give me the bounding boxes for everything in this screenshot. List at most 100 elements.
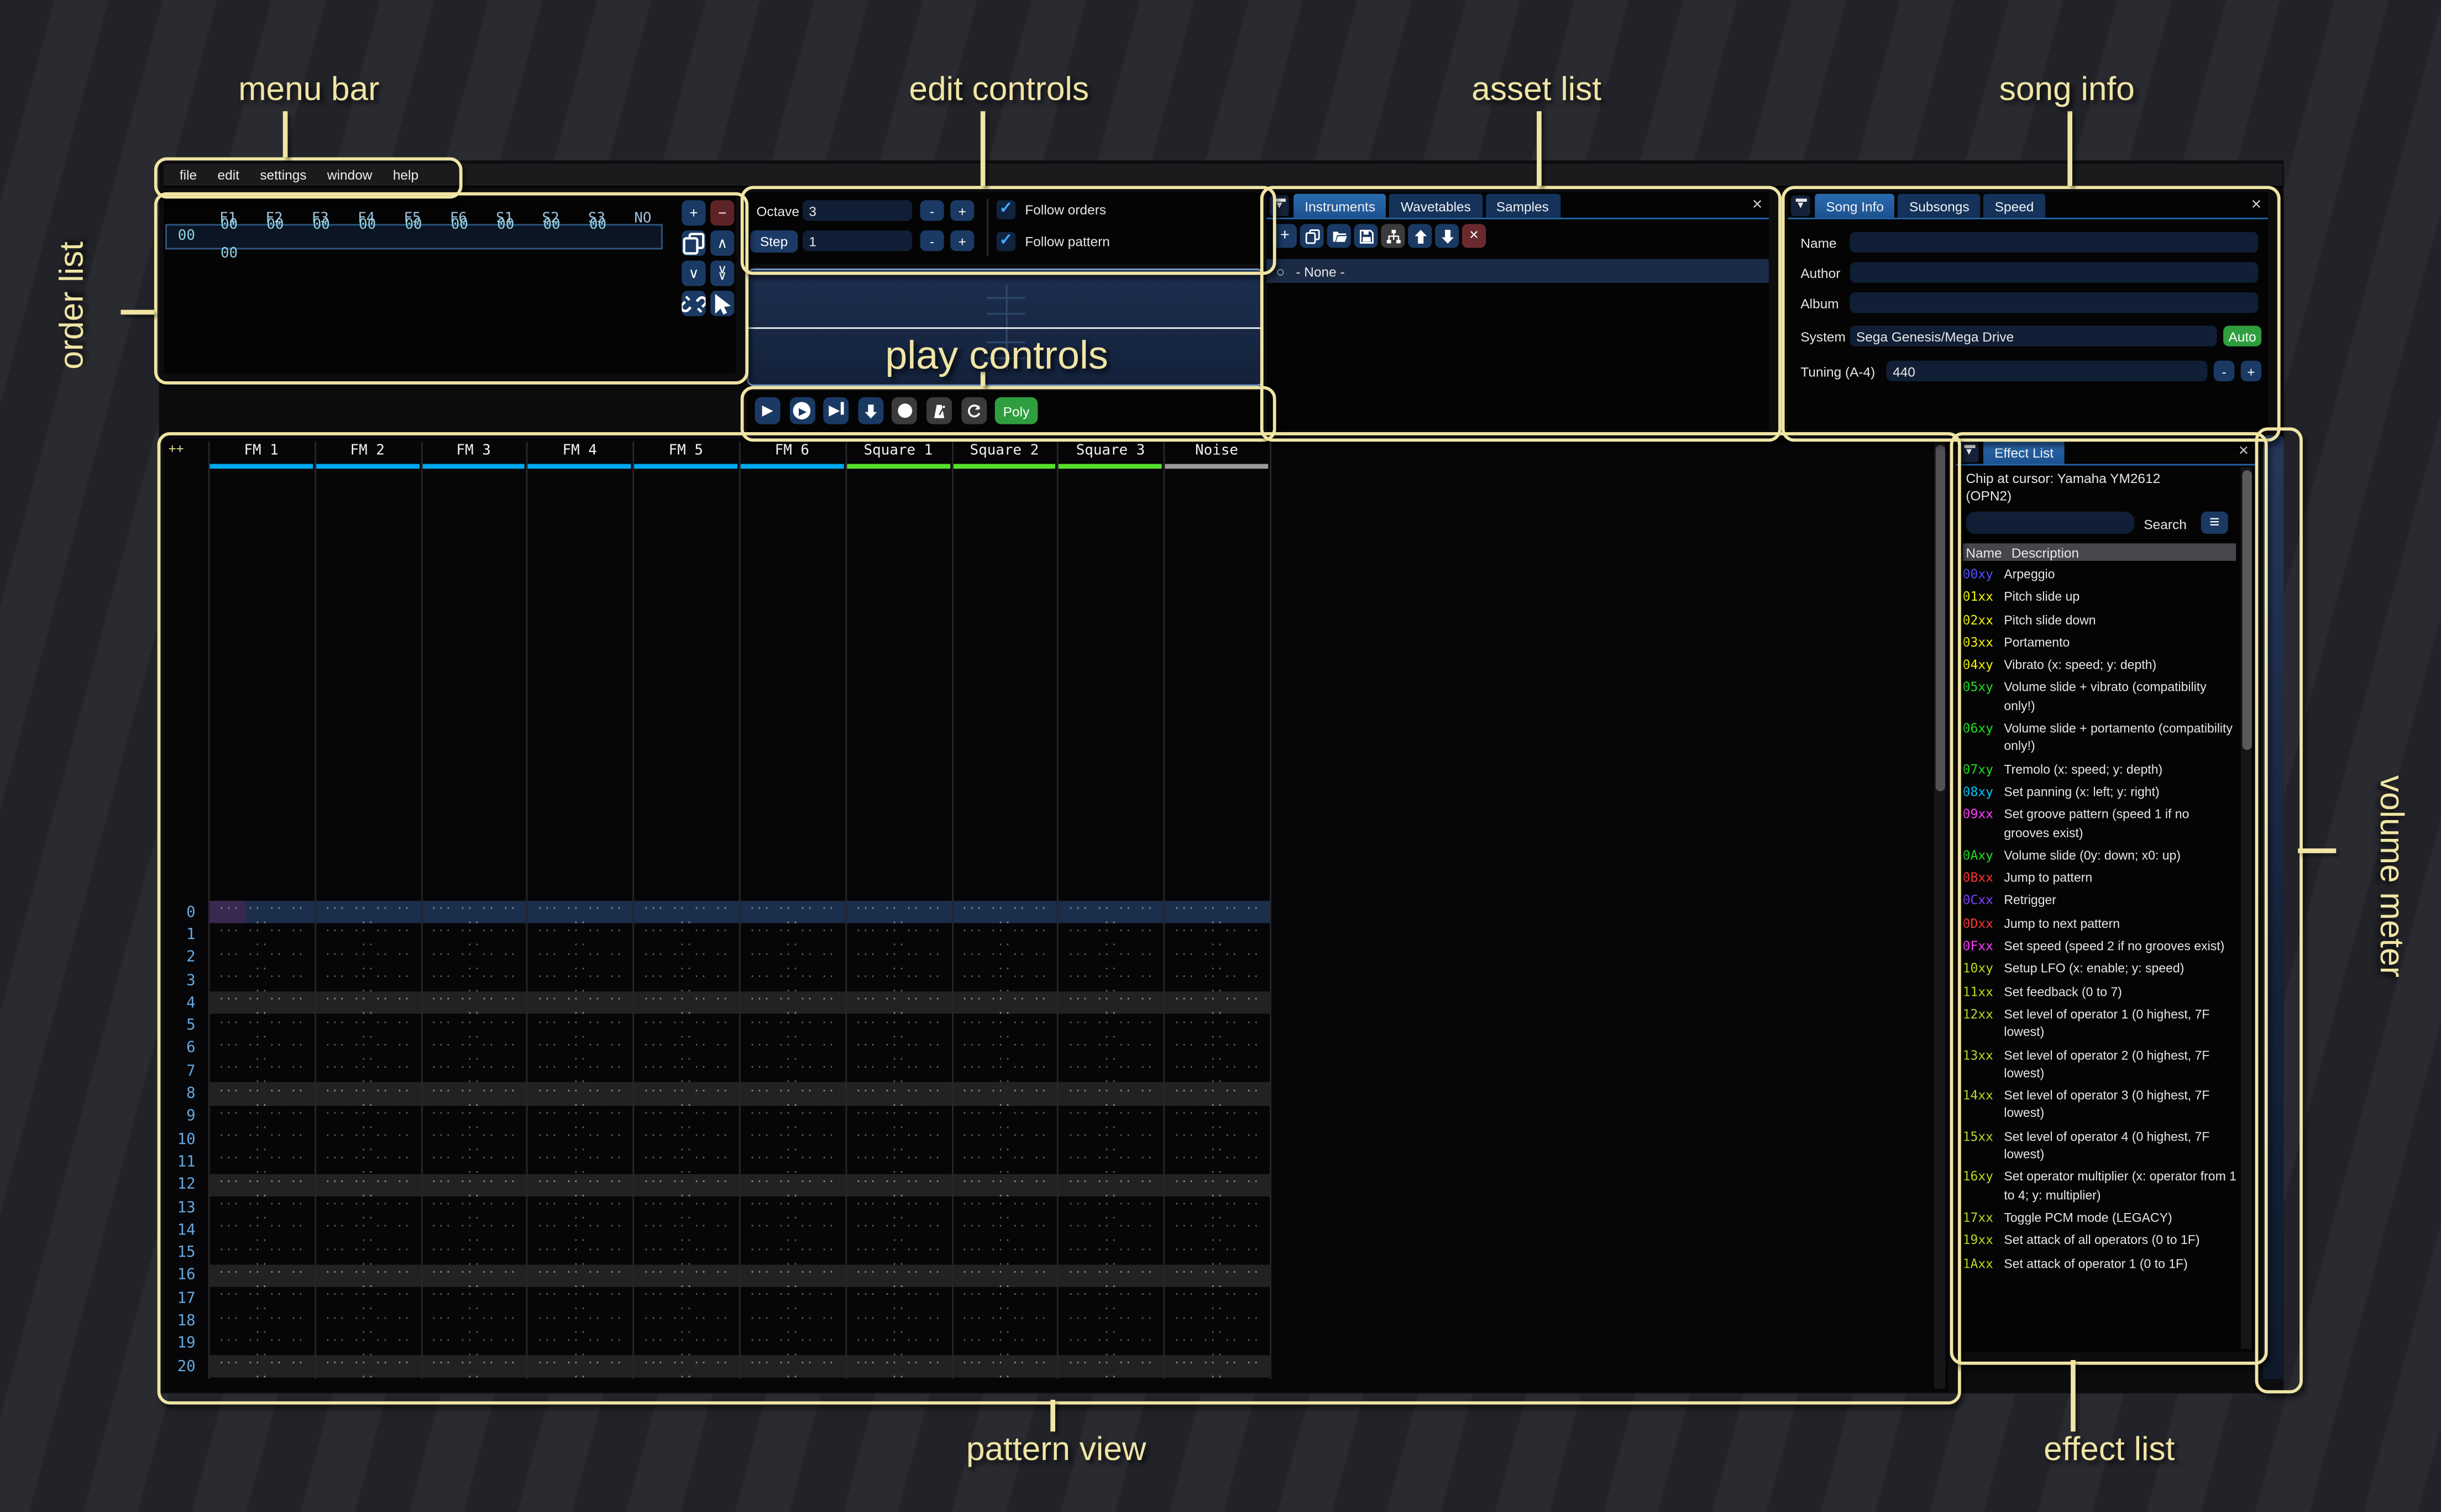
close-icon[interactable]: × [2251,195,2262,215]
effect-row[interactable]: 11xx Set feedback (0 to 7) [1963,983,2238,1001]
pattern-cell[interactable]: ... .. .. .. .. [961,1261,1048,1290]
pattern-cell[interactable]: ... .. .. .. .. [218,1284,305,1313]
play-button[interactable]: ▶ [755,397,781,424]
effect-row[interactable]: 00xy Arpeggio [1963,566,2238,584]
pattern-cell[interactable]: ... .. .. .. .. [324,1284,411,1313]
order-cell[interactable]: 00 [543,217,561,234]
pattern-cell[interactable]: ... .. .. .. .. [748,989,835,1017]
pattern-cell[interactable]: ... .. .. .. .. [961,966,1048,995]
effect-row[interactable]: 13xx Set level of operator 2 (0 highest, … [1963,1046,2238,1082]
pattern-cell[interactable]: ... .. .. .. .. [218,1261,305,1290]
tab-subsongs[interactable]: Subsongs [1898,193,1981,218]
pattern-row[interactable]: 15 ... .. .. .. .. ... .. .. .. .. ... .. .… [164,1239,1927,1268]
pattern-cell[interactable]: ... .. .. .. .. [1067,1261,1154,1290]
pattern-cell[interactable]: ... .. .. .. .. [1067,1216,1154,1245]
tab-wavetables[interactable]: Wavetables [1389,193,1482,218]
poly-toggle-button[interactable]: Poly [994,397,1038,424]
edit-record-button[interactable] [892,397,918,424]
pattern-cell[interactable]: ... .. .. .. .. [536,1057,623,1086]
order-cell[interactable]: 00 [497,217,515,234]
pattern-cell[interactable]: ... .. .. .. .. [536,1034,623,1063]
pattern-cell[interactable]: ... .. .. .. .. [642,1011,729,1041]
pattern-cell[interactable]: ... .. .. .. .. [430,943,517,972]
pattern-cell[interactable]: ... .. .. .. .. [1067,1238,1154,1268]
pattern-view-window[interactable]: ++ FM 1 FM 2 FM 3 FM 4 FM 5 FM 6 Square 1 Squar… [164,438,1948,1392]
pattern-cell[interactable]: ... .. .. .. .. [324,1193,411,1222]
effect-search-input[interactable] [1966,511,2135,534]
channel-header-fm-2[interactable]: FM 2 [350,443,385,459]
pattern-cell[interactable]: ... .. .. .. .. [536,1261,623,1290]
close-icon[interactable]: × [2238,442,2249,461]
pattern-cell[interactable]: ... .. .. .. .. [748,1102,835,1131]
pattern-cell[interactable]: ... .. .. .. .. [1173,1079,1260,1109]
effect-row[interactable]: 17xx Toggle PCM mode (LEGACY) [1963,1209,2238,1227]
follow-orders-checkbox[interactable]: ✓ [996,200,1016,219]
close-icon[interactable]: × [1752,195,1763,215]
pattern-cell[interactable]: ... .. .. .. .. [1173,1238,1260,1268]
pattern-cell[interactable]: ... .. .. .. .. [855,1102,941,1131]
metronome-button[interactable] [926,397,952,424]
pattern-cell[interactable]: ... .. .. .. .. [324,1011,411,1041]
pattern-cell[interactable]: ... .. .. .. .. [324,989,411,1017]
pattern-cell[interactable]: ... .. .. .. .. [430,1034,517,1063]
pattern-cell[interactable]: ... .. .. .. .. [1067,989,1154,1017]
channel-header-square-2[interactable]: Square 2 [970,443,1039,459]
pattern-cell[interactable]: ... .. .. .. .. [1067,920,1154,949]
move-order-down-button[interactable]: ∨ [682,260,706,286]
pattern-cell[interactable]: ... .. .. .. .. [855,1284,941,1313]
pattern-cell[interactable]: ... .. .. .. .. [855,1238,941,1268]
pattern-cell[interactable]: ... .. .. .. .. [1173,966,1260,995]
pattern-cell[interactable]: ... .. .. .. .. [748,1125,835,1154]
pattern-cell[interactable]: ... .. .. .. .. [1067,1352,1154,1381]
order-cell[interactable]: 00 [451,217,469,234]
pattern-cell[interactable]: ... .. .. .. .. [324,1216,411,1245]
pattern-cell[interactable]: ... .. .. .. .. [218,1057,305,1086]
effect-list-scrollbar[interactable] [2240,467,2252,1349]
tuning-minus-button[interactable]: - [2213,360,2235,381]
menu-item-settings[interactable]: settings [260,166,307,183]
pattern-cell[interactable]: ... .. .. .. .. [855,1193,941,1222]
pattern-cell[interactable]: ... .. .. .. .. [748,1261,835,1290]
channel-header-square-3[interactable]: Square 3 [1076,443,1145,459]
pattern-cell[interactable]: ... .. .. .. .. [430,1284,517,1313]
effect-row[interactable]: 14xx Set level of operator 3 (0 highest, … [1963,1087,2238,1123]
pattern-cell[interactable]: ... .. .. .. .. [430,966,517,995]
pattern-cell[interactable]: ... .. .. .. .. [1067,1102,1154,1131]
pattern-cell[interactable]: ... .. .. .. .. [536,1238,623,1268]
pattern-cell[interactable]: ... .. .. .. .. [855,1329,941,1358]
order-cell[interactable]: 00 [220,246,238,262]
pattern-cell[interactable]: ... .. .. .. .. [1173,897,1260,927]
pattern-cell[interactable]: ... .. .. .. .. [855,1216,941,1245]
pattern-row[interactable]: 5 ... .. .. .. .. ... .. .. .. .. ... .. ..… [164,1011,1927,1040]
tab-instruments[interactable]: Instruments [1293,193,1387,218]
pattern-cell[interactable]: ... .. .. .. .. [642,1261,729,1290]
pattern-cell[interactable]: ... .. .. .. .. [430,1079,517,1109]
window-menu-icon[interactable]: ▼ [1270,195,1289,216]
pattern-row[interactable]: 10 ... .. .. .. .. ... .. .. .. .. ... .. .… [164,1125,1927,1154]
pattern-row[interactable]: 14 ... .. .. .. .. ... .. .. .. .. ... .. .… [164,1216,1927,1245]
effect-row[interactable]: 0Dxx Jump to next pattern [1963,915,2238,932]
window-menu-icon[interactable]: ▼ [1959,440,1979,462]
remove-order-button[interactable]: − [710,200,735,226]
window-menu-icon[interactable]: ▼ [1791,195,1810,216]
pattern-cell[interactable]: ... .. .. .. .. [218,1216,305,1245]
pattern-cell[interactable]: ... .. .. .. .. [536,1193,623,1222]
pattern-cell[interactable]: ... .. .. .. .. [1173,1306,1260,1336]
pattern-cell[interactable]: ... .. .. .. .. [324,1238,411,1268]
pattern-cell[interactable]: ... .. .. .. .. [218,1306,305,1336]
effect-row[interactable]: 12xx Set level of operator 1 (0 highest, … [1963,1006,2238,1042]
toggle-folders-button[interactable] [1381,224,1405,248]
pattern-cell[interactable]: ... .. .. .. .. [1067,1079,1154,1109]
pattern-cell[interactable]: ... .. .. .. .. [430,1216,517,1245]
pattern-row[interactable]: 13 ... .. .. .. .. ... .. .. .. .. ... .. .… [164,1193,1927,1222]
pattern-cell[interactable]: ... .. .. .. .. [748,920,835,949]
pattern-cell[interactable]: ... .. .. .. .. [324,1034,411,1063]
pattern-cell[interactable]: ... .. .. .. .. [855,1306,941,1336]
move-order-up-button[interactable]: ∧ [710,230,735,256]
pattern-cell[interactable]: ... .. .. .. .. [855,1125,941,1154]
effect-row[interactable]: 04xy Vibrato (x: speed; y: depth) [1963,657,2238,674]
pattern-cell[interactable]: ... .. .. .. .. [855,920,941,949]
pattern-cell[interactable]: ... .. .. .. .. [1067,1284,1154,1313]
pattern-cell[interactable]: ... .. .. .. .. [536,943,623,972]
effect-row[interactable]: 07xy Tremolo (x: speed; y: depth) [1963,760,2238,778]
